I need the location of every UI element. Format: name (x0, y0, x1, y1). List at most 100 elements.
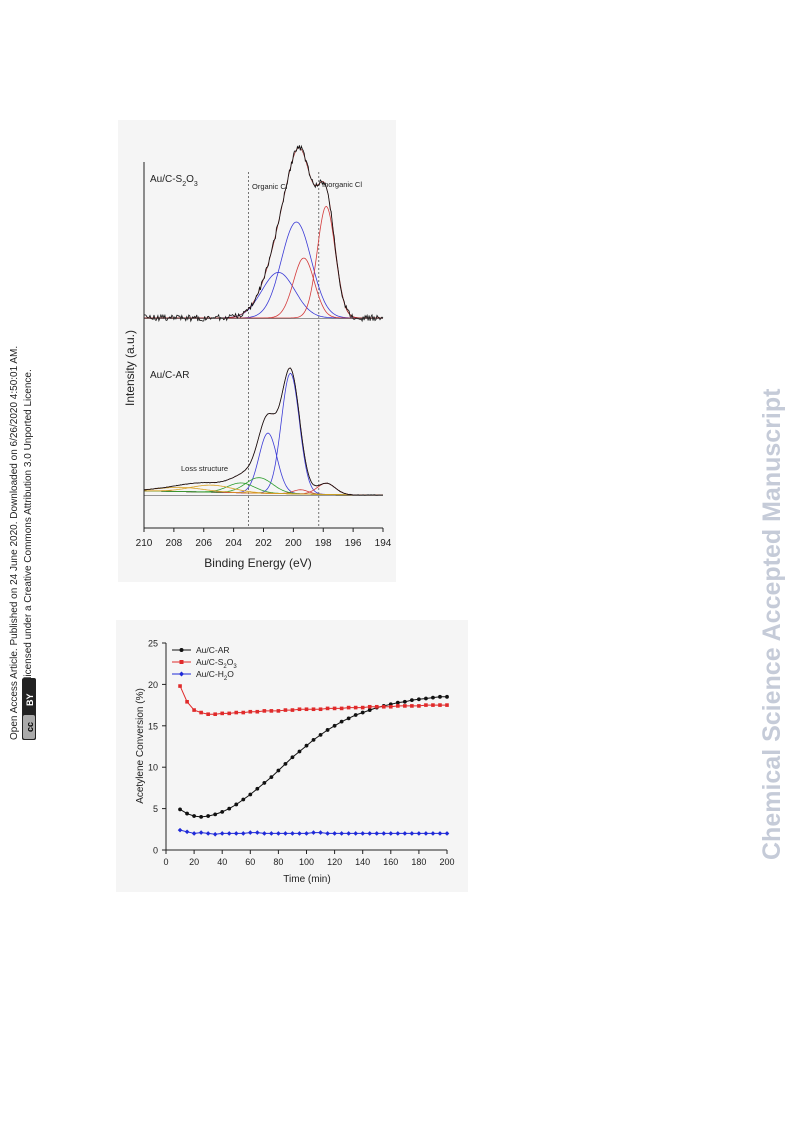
data-point (395, 831, 401, 836)
data-point (304, 707, 309, 712)
data-point (255, 830, 260, 835)
data-point (402, 699, 407, 704)
data-point (332, 723, 337, 728)
data-point (290, 708, 295, 712)
data-point (205, 831, 211, 836)
data-point (374, 831, 380, 836)
data-point (184, 829, 190, 835)
data-point (410, 704, 414, 708)
data-point (311, 830, 316, 835)
data-point (269, 775, 274, 780)
data-point (304, 743, 309, 748)
data-point (227, 711, 232, 716)
data-point (360, 710, 365, 715)
data-point (191, 831, 197, 836)
xps-x-tick-label: 206 (195, 538, 212, 549)
data-point (192, 814, 197, 818)
data-point (262, 709, 267, 713)
data-point (276, 768, 281, 773)
data-point (395, 700, 400, 705)
data-point (374, 704, 379, 709)
data-point (283, 708, 288, 712)
data-point (276, 831, 281, 836)
loss-structure-annotation: Loss structure (181, 464, 228, 473)
conv-x-tick-label: 120 (327, 857, 342, 867)
data-point (430, 831, 436, 836)
conv-y-tick-label: 15 (148, 721, 158, 731)
data-point (304, 831, 309, 836)
data-point (206, 814, 211, 818)
data-point (409, 698, 414, 703)
data-point (233, 831, 239, 836)
data-point (219, 831, 225, 836)
data-point (206, 712, 210, 717)
data-point (262, 831, 267, 836)
data-point (403, 704, 407, 708)
data-point (255, 786, 260, 791)
data-point (198, 830, 204, 835)
data-point (262, 781, 267, 785)
conv-x-tick-label: 200 (439, 857, 454, 867)
data-point (185, 699, 189, 704)
conv-x-tick-label: 180 (411, 857, 426, 867)
ref-line-label-organic: Organic Cl (252, 182, 288, 191)
data-point (241, 710, 246, 715)
conv-y-tick-label: 0 (153, 846, 158, 856)
data-point (220, 810, 225, 814)
data-point (424, 696, 428, 701)
data-point (283, 831, 288, 836)
data-point (417, 704, 421, 708)
data-point (325, 728, 330, 732)
xps-x-tick-label: 210 (136, 538, 153, 549)
data-point (438, 703, 442, 707)
data-point (276, 709, 281, 713)
xps-x-tick-label: 204 (225, 538, 242, 549)
data-point (185, 811, 189, 816)
data-point (311, 707, 316, 712)
data-point (332, 706, 337, 711)
data-point (248, 792, 253, 797)
data-point (227, 806, 232, 811)
data-point (325, 706, 330, 711)
data-point (290, 831, 295, 836)
data-point (178, 807, 182, 812)
data-point (297, 749, 302, 754)
data-point (318, 733, 323, 737)
data-point (269, 709, 274, 713)
data-point (290, 755, 295, 760)
data-point (437, 831, 443, 836)
data-point (396, 704, 400, 708)
data-point (213, 812, 218, 817)
data-point (431, 703, 435, 707)
data-point (438, 694, 442, 699)
data-point (409, 831, 415, 836)
conv-y-tick-label: 10 (148, 763, 158, 773)
panel-label-ar: Au/C-AR (150, 370, 189, 381)
legend-label-s2o3: Au/C-S2O3 (196, 657, 237, 670)
data-point (402, 831, 408, 836)
data-point (325, 831, 330, 836)
conv-x-tick-label: 20 (189, 857, 199, 867)
conv-y-axis-label: Acetylene Conversion (%) (135, 688, 146, 804)
xps-x-tick-label: 208 (166, 538, 183, 549)
data-point (381, 704, 386, 709)
raw-spectrum (143, 367, 384, 496)
data-point (424, 703, 428, 707)
data-point (360, 831, 365, 836)
conv-x-tick-label: 100 (299, 857, 314, 867)
data-point (381, 831, 387, 836)
data-point (388, 831, 394, 836)
data-point (297, 707, 302, 712)
data-point (318, 707, 323, 712)
data-point (220, 711, 224, 716)
data-point (445, 694, 449, 699)
data-point (318, 830, 323, 835)
conv-y-tick-label: 5 (153, 804, 158, 814)
data-point (367, 831, 373, 836)
series-line (179, 696, 447, 818)
data-point (234, 802, 239, 807)
data-point (212, 831, 218, 837)
conv-x-tick-label: 0 (163, 857, 168, 867)
data-point (346, 716, 351, 721)
